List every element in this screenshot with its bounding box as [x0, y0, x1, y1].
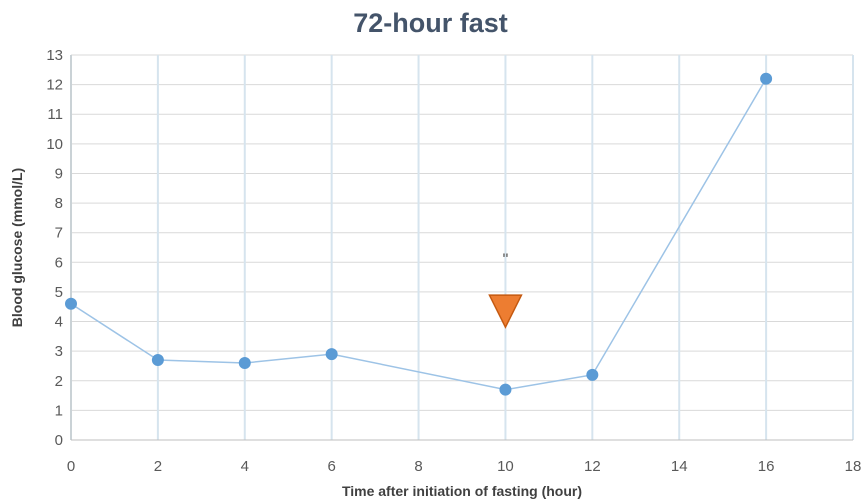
y-tick-label: 3 — [55, 343, 63, 360]
data-point — [238, 357, 251, 369]
x-tick-label: 0 — [67, 458, 75, 475]
data-point — [325, 348, 338, 361]
data-point — [151, 354, 164, 367]
grid-lines — [70, 54, 854, 440]
data-point — [760, 72, 773, 85]
x-tick-label: 16 — [758, 458, 775, 475]
y-tick-label: 0 — [55, 432, 63, 449]
x-axis-label: Time after initiation of fasting (hour) — [342, 483, 582, 499]
y-tick-label: 10 — [46, 136, 63, 153]
annotation-text: " — [502, 250, 509, 266]
annotation-marker — [488, 294, 523, 329]
x-tick-label: 12 — [584, 458, 601, 475]
y-tick-label: 8 — [55, 195, 63, 212]
y-tick-label: 12 — [46, 77, 63, 94]
x-tick-label: 8 — [414, 458, 422, 475]
x-tick-label: 14 — [671, 458, 688, 475]
y-tick-label: 6 — [55, 254, 63, 271]
y-tick-label: 5 — [55, 284, 63, 301]
y-axis-label: Blood glucose (mmol/L) — [9, 168, 25, 327]
data-point — [65, 297, 77, 310]
x-tick-label: 18 — [845, 458, 861, 475]
annotations: " — [488, 250, 523, 329]
data-point — [499, 383, 512, 396]
axes — [70, 55, 853, 441]
chart-title: 72-hour fast — [353, 8, 508, 38]
y-tick-label: 11 — [47, 106, 63, 123]
y-tick-label: 7 — [55, 225, 63, 242]
x-tick-label: 6 — [327, 458, 335, 475]
x-tick-label: 10 — [497, 458, 514, 475]
y-tick-label: 2 — [55, 373, 63, 390]
x-tick-label: 2 — [154, 458, 162, 475]
y-tick-label: 9 — [55, 165, 63, 182]
x-tick-label: 4 — [241, 458, 249, 475]
y-tick-label: 13 — [46, 47, 63, 64]
y-tick-label: 1 — [55, 402, 63, 419]
y-tick-label: 4 — [55, 314, 63, 331]
series — [65, 72, 773, 396]
data-point — [586, 368, 599, 381]
